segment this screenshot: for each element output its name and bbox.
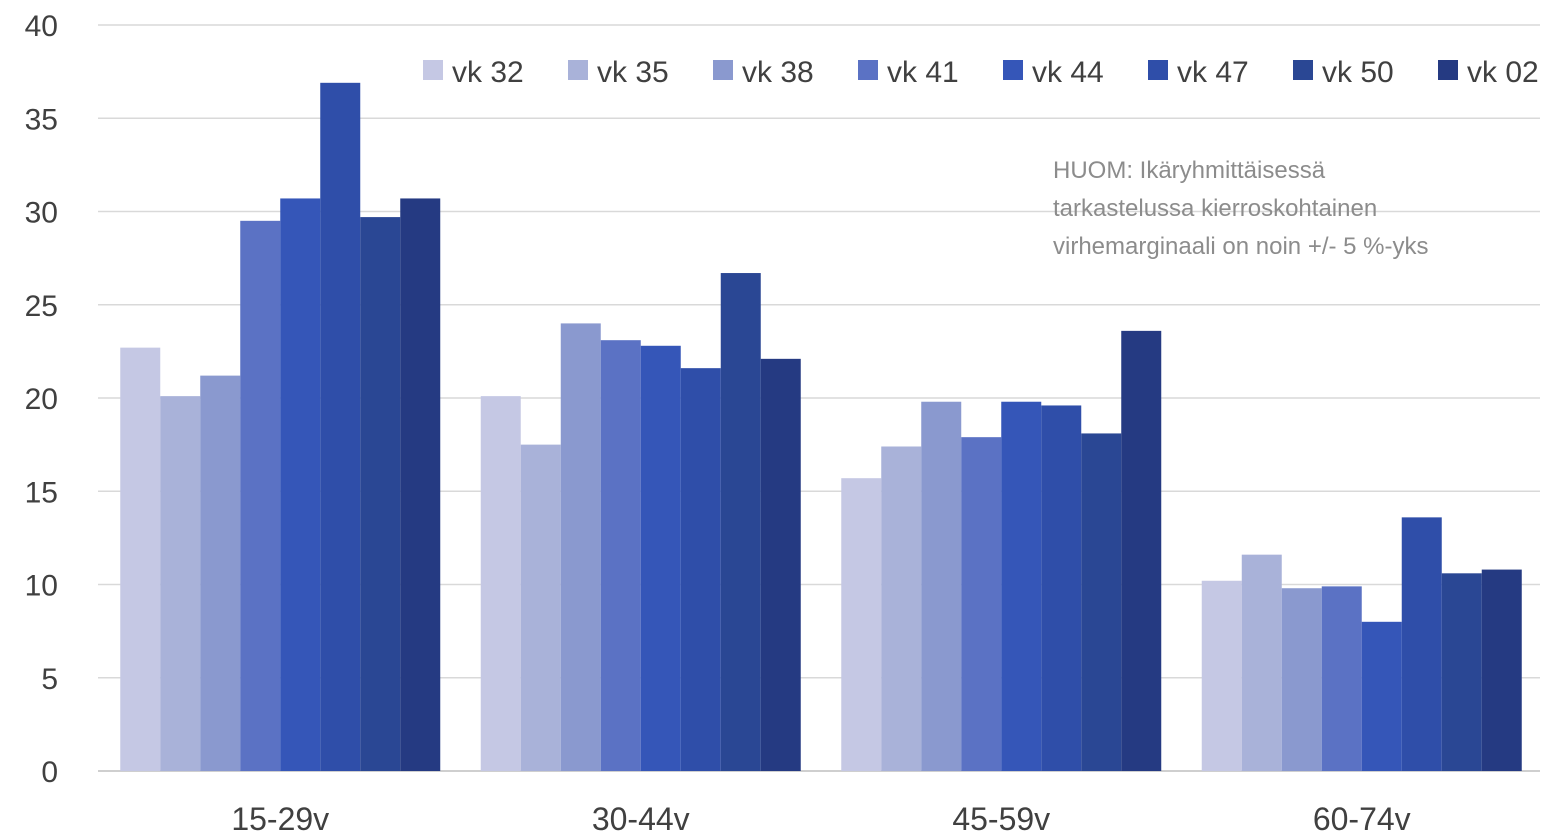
bar bbox=[120, 347, 161, 771]
legend-swatch bbox=[1293, 60, 1313, 80]
y-tick-label: 35 bbox=[25, 103, 58, 136]
bar bbox=[1001, 401, 1042, 771]
y-tick-label: 15 bbox=[25, 476, 58, 509]
category-label: 45-59v bbox=[952, 801, 1050, 837]
bar bbox=[1241, 554, 1282, 771]
legend: vk 32 vk 35 vk 38 vk 41 vk 44 vk 47 vk 50 vk 02 bbox=[423, 56, 1539, 89]
y-tick-label: 25 bbox=[25, 290, 58, 323]
bar bbox=[200, 375, 241, 771]
y-tick-label: 10 bbox=[25, 570, 58, 603]
category-label: 60-74v bbox=[1313, 801, 1411, 837]
y-axis-tick-labels: 0 5 10 15 20 25 30 35 40 bbox=[25, 10, 58, 789]
bar bbox=[1321, 586, 1362, 771]
bar bbox=[640, 345, 681, 771]
y-tick-label: 5 bbox=[41, 663, 58, 696]
bar bbox=[480, 396, 521, 771]
bar bbox=[1081, 433, 1122, 771]
legend-swatch bbox=[1148, 60, 1168, 80]
bar bbox=[160, 396, 201, 771]
bar bbox=[1281, 588, 1322, 771]
y-tick-label: 20 bbox=[25, 383, 58, 416]
legend-label: vk 41 bbox=[887, 56, 959, 89]
legend-label: vk 02 bbox=[1467, 56, 1539, 89]
category-labels: 15-29v 30-44v 45-59v 60-74v bbox=[231, 801, 1410, 837]
y-tick-label: 0 bbox=[41, 756, 58, 789]
note-line-3: virhemarginaali on noin +/- 5 %-yks bbox=[1053, 233, 1429, 260]
legend-swatch bbox=[858, 60, 878, 80]
margin-of-error-note: HUOM: Ikäryhmittäisessä tarkastelussa ki… bbox=[1053, 152, 1523, 266]
bar bbox=[1441, 573, 1482, 771]
legend-swatch bbox=[423, 60, 443, 80]
legend-label: vk 38 bbox=[742, 56, 814, 89]
bar bbox=[560, 323, 601, 771]
y-tick-label: 30 bbox=[25, 197, 58, 230]
bars bbox=[120, 82, 1522, 772]
note-line-1: HUOM: Ikäryhmittäisessä bbox=[1053, 157, 1326, 184]
legend-label: vk 50 bbox=[1322, 56, 1394, 89]
y-tick-label: 40 bbox=[25, 10, 58, 43]
bar bbox=[1401, 517, 1442, 771]
bar bbox=[680, 368, 721, 771]
category-label: 15-29v bbox=[231, 801, 329, 837]
bar bbox=[240, 220, 281, 771]
category-label: 30-44v bbox=[592, 801, 690, 837]
note-line-2: tarkastelussa kierroskohtainen bbox=[1053, 195, 1378, 222]
bar bbox=[320, 82, 361, 771]
legend-swatch bbox=[568, 60, 588, 80]
bar bbox=[1121, 330, 1162, 771]
bar bbox=[720, 273, 761, 771]
bar bbox=[280, 198, 321, 771]
legend-label: vk 35 bbox=[597, 56, 669, 89]
legend-swatch bbox=[1438, 60, 1458, 80]
bar bbox=[400, 198, 441, 771]
bar bbox=[760, 358, 801, 771]
bar bbox=[600, 340, 641, 771]
bar bbox=[881, 446, 922, 771]
bar bbox=[961, 437, 1002, 771]
bar bbox=[1201, 580, 1242, 771]
bar bbox=[921, 401, 962, 771]
bar bbox=[360, 217, 401, 772]
legend-swatch bbox=[1003, 60, 1023, 80]
bar bbox=[1481, 569, 1522, 771]
legend-label: vk 44 bbox=[1032, 56, 1104, 89]
legend-label: vk 32 bbox=[452, 56, 524, 89]
legend-label: vk 47 bbox=[1177, 56, 1249, 89]
bar bbox=[841, 478, 882, 771]
bar bbox=[1361, 621, 1402, 771]
bar bbox=[1041, 405, 1082, 771]
bar bbox=[520, 444, 561, 771]
legend-swatch bbox=[713, 60, 733, 80]
